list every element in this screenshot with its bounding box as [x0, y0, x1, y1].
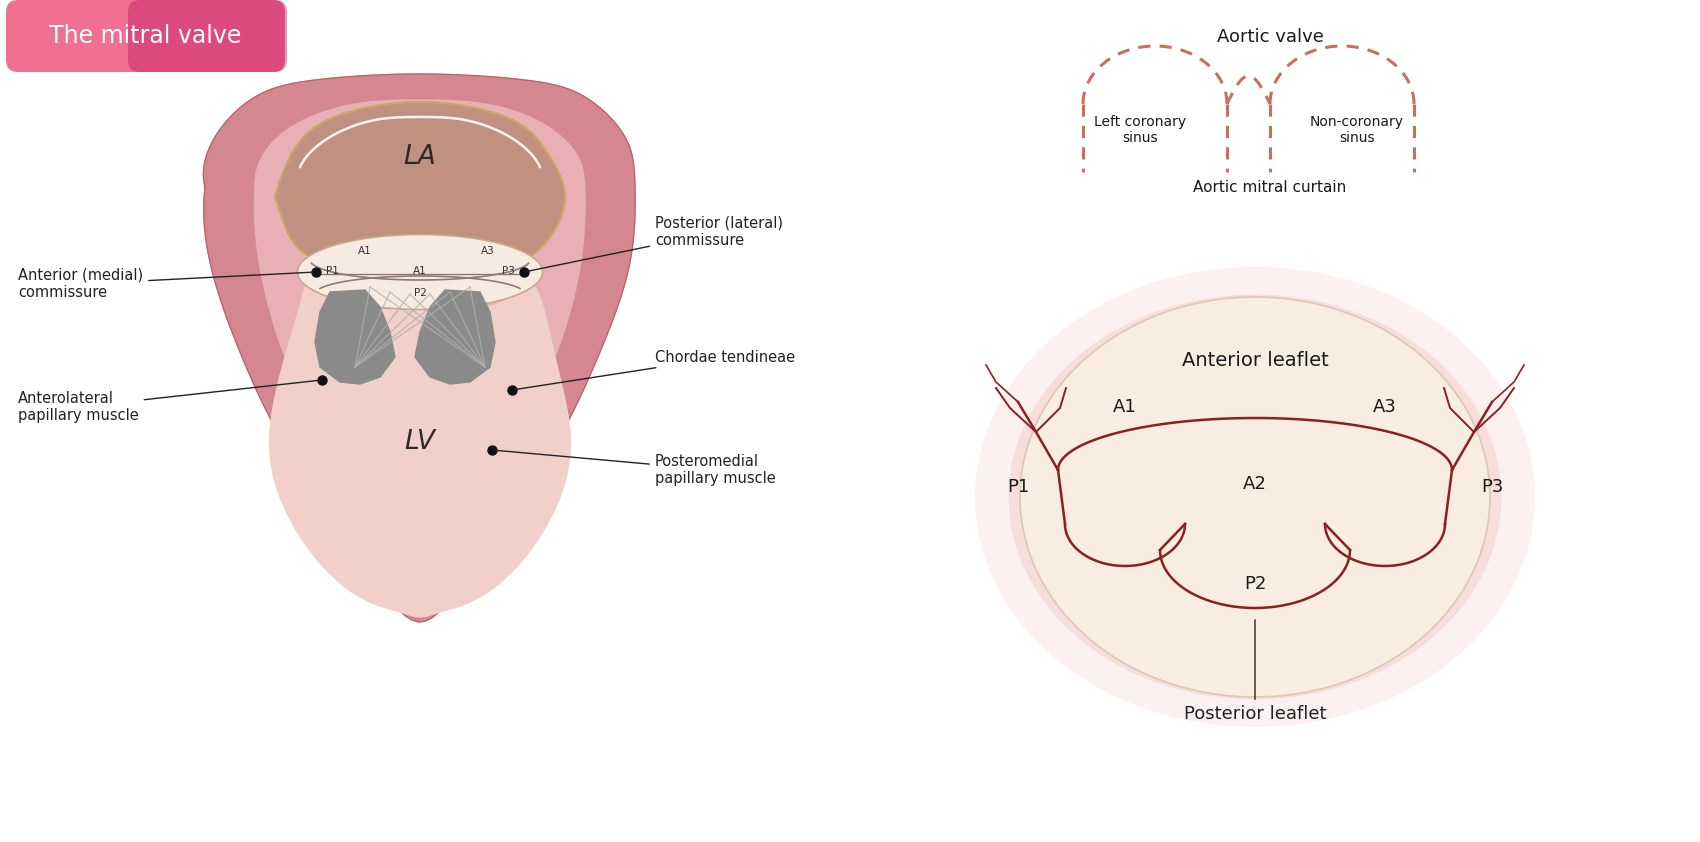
Polygon shape	[270, 284, 571, 617]
Text: A1: A1	[359, 246, 372, 256]
Text: P3: P3	[1481, 478, 1503, 496]
Text: P1: P1	[326, 266, 338, 276]
Text: P2: P2	[413, 288, 427, 298]
Text: A1: A1	[1114, 398, 1137, 416]
Text: A3: A3	[1374, 398, 1397, 416]
Ellipse shape	[976, 267, 1535, 727]
Text: P3: P3	[502, 266, 515, 276]
Text: Posterior (lateral)
commissure: Posterior (lateral) commissure	[527, 216, 784, 271]
Ellipse shape	[298, 235, 542, 310]
Polygon shape	[204, 74, 636, 622]
Text: The mitral valve: The mitral valve	[49, 24, 241, 48]
Text: LA: LA	[403, 144, 437, 170]
Text: Anterior (medial)
commissure: Anterior (medial) commissure	[19, 268, 313, 301]
Text: A1: A1	[413, 266, 427, 276]
Text: LV: LV	[405, 429, 435, 455]
Text: A3: A3	[481, 246, 495, 256]
Ellipse shape	[1008, 295, 1501, 700]
Polygon shape	[275, 102, 564, 270]
Text: Aortic valve: Aortic valve	[1217, 28, 1323, 46]
Text: Posterior leaflet: Posterior leaflet	[1183, 620, 1326, 723]
Text: A2: A2	[1243, 475, 1266, 493]
Text: P1: P1	[1006, 478, 1028, 496]
Polygon shape	[415, 290, 495, 384]
FancyBboxPatch shape	[7, 0, 286, 72]
Polygon shape	[255, 100, 585, 577]
Text: Anterolateral
papillary muscle: Anterolateral papillary muscle	[19, 381, 320, 424]
Ellipse shape	[1020, 297, 1489, 697]
Text: Left coronary
sinus: Left coronary sinus	[1093, 115, 1187, 145]
FancyBboxPatch shape	[128, 0, 287, 72]
Text: Non-coronary
sinus: Non-coronary sinus	[1311, 115, 1404, 145]
Polygon shape	[314, 290, 394, 384]
Text: Anterior leaflet: Anterior leaflet	[1182, 350, 1328, 370]
Text: Aortic mitral curtain: Aortic mitral curtain	[1193, 179, 1346, 195]
Text: Chordae tendineae: Chordae tendineae	[515, 349, 796, 390]
Ellipse shape	[1054, 332, 1457, 663]
Text: Posteromedial
papillary muscle: Posteromedial papillary muscle	[495, 450, 775, 486]
Text: P2: P2	[1244, 575, 1266, 593]
